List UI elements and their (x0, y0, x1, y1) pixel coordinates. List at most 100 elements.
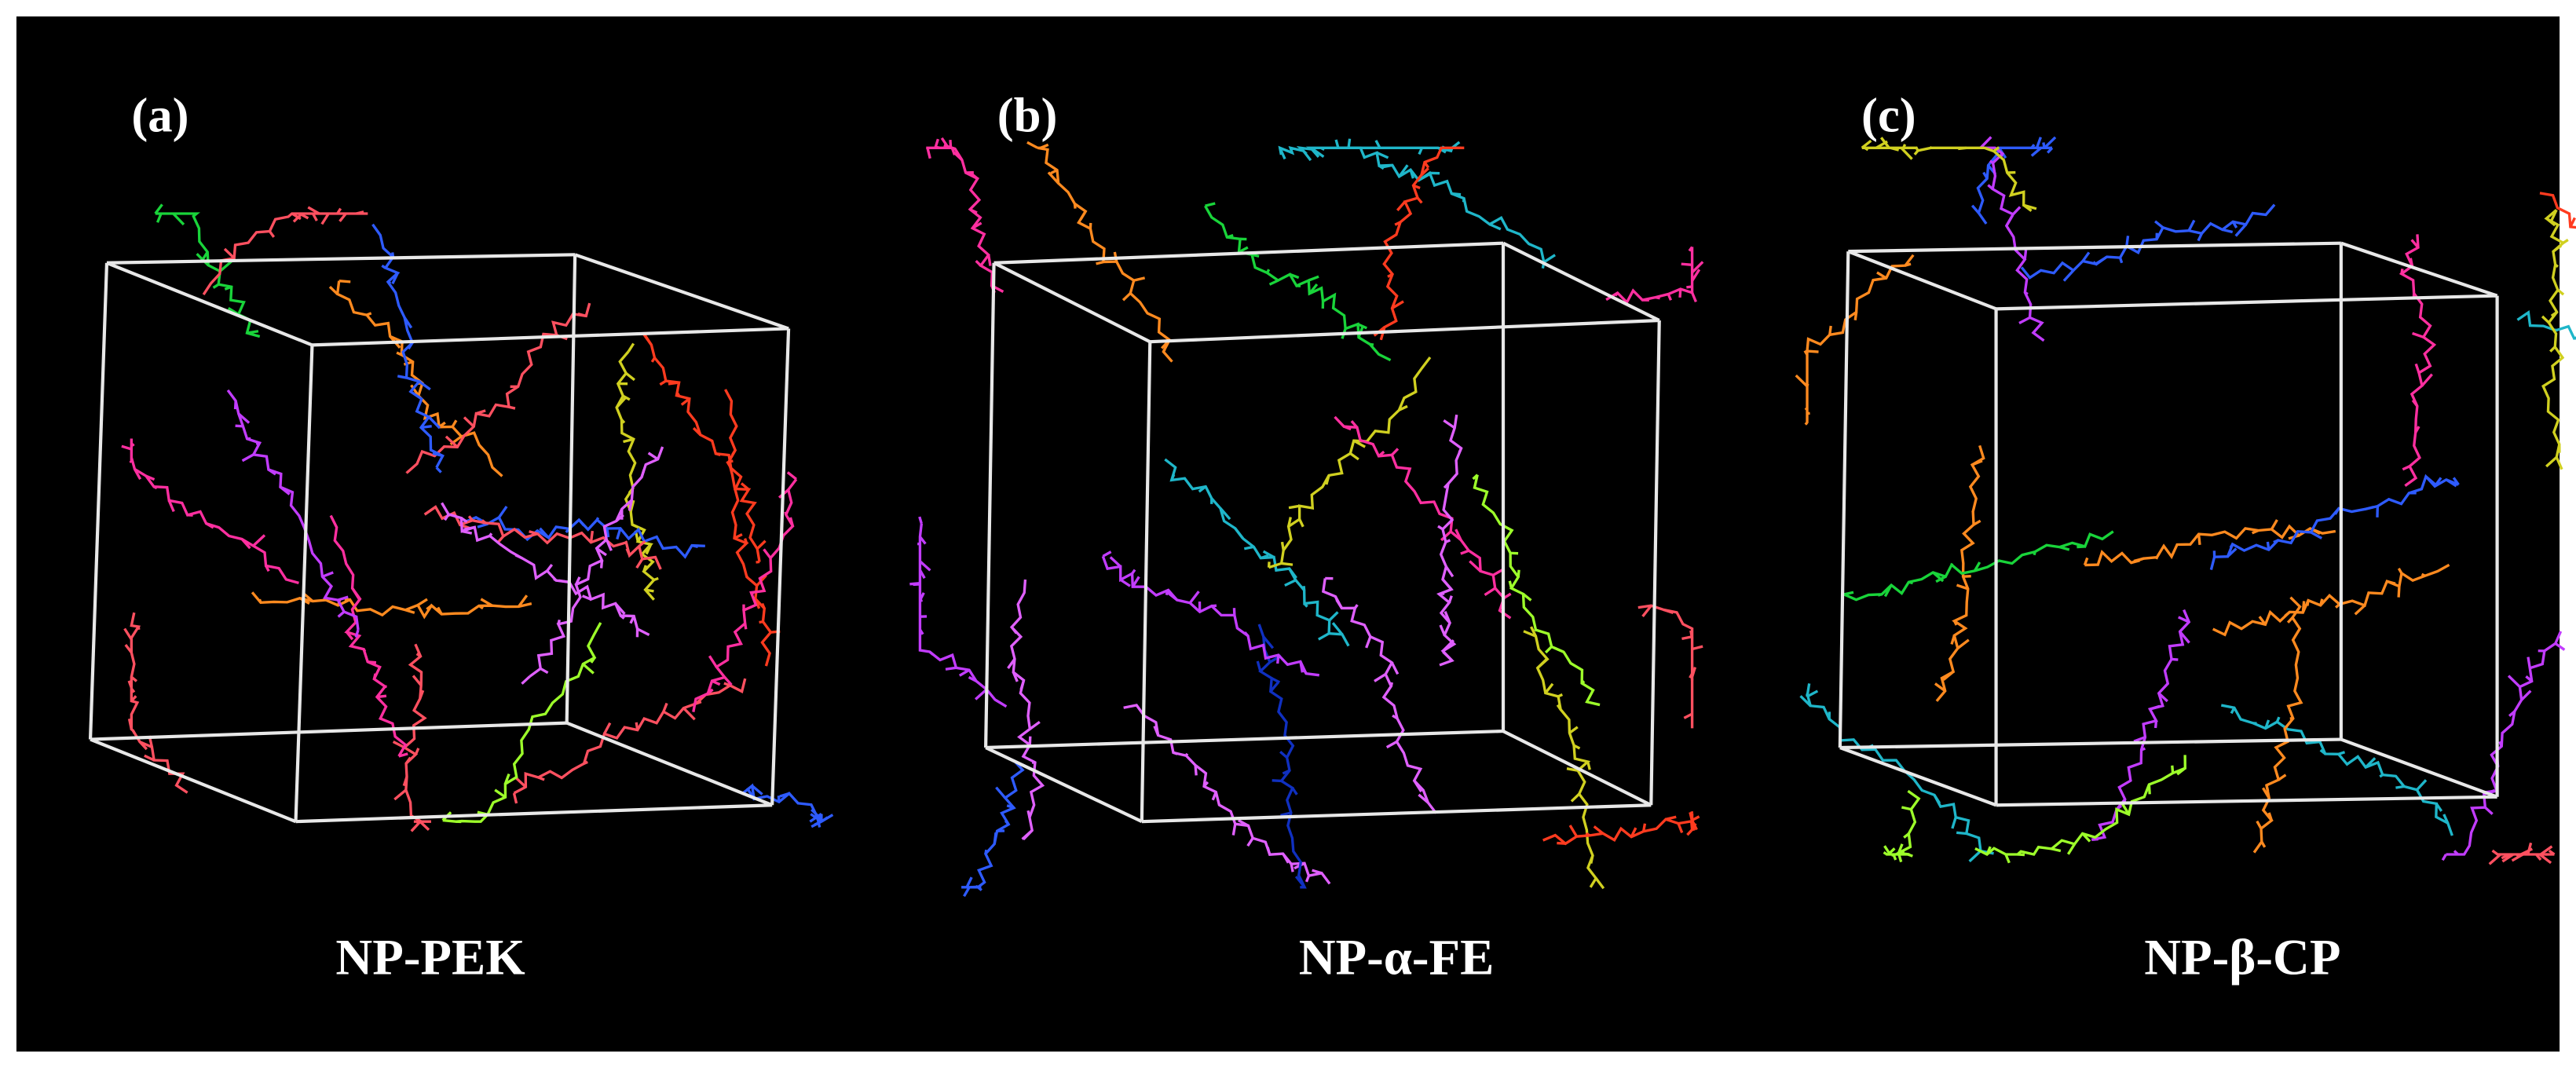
molecule-chain (441, 502, 650, 638)
backbone (1257, 624, 1307, 889)
branch (2187, 219, 2196, 232)
cube-edge (312, 327, 789, 347)
cube-edge (294, 345, 314, 822)
branch (2133, 736, 2146, 743)
cube-edge (984, 262, 996, 748)
branch (1026, 141, 1038, 149)
molecule-chain (1321, 576, 1437, 814)
cube-edge (770, 328, 791, 806)
molecule-chain (1979, 136, 2045, 342)
cube-edge (574, 253, 789, 331)
branch (223, 247, 236, 259)
branch (418, 380, 431, 391)
backbone (1523, 630, 1598, 888)
branch (647, 452, 659, 461)
branch (1594, 877, 1605, 890)
backbone (961, 759, 1025, 889)
backbone (1164, 458, 1350, 647)
branch (2545, 455, 2558, 468)
branch (338, 280, 351, 283)
backbone (1473, 474, 1601, 707)
branch (995, 786, 1007, 799)
molecule-chain (1337, 146, 1556, 269)
branch (1460, 549, 1469, 555)
cube-edge (1996, 294, 2497, 311)
branch (1376, 151, 1389, 159)
backbone (371, 223, 445, 469)
branch (1641, 605, 1652, 617)
panel-name: NP-α-FE (1299, 930, 1495, 986)
branch (354, 629, 360, 638)
branch (2541, 315, 2550, 324)
branch (926, 147, 931, 159)
branch (445, 435, 459, 448)
branch (1357, 323, 1368, 330)
panel-name: NP-PEK (335, 930, 525, 986)
branch (2507, 675, 2521, 688)
branch (627, 342, 635, 353)
branch (1331, 622, 1344, 635)
branch (2414, 363, 2420, 374)
branch (1262, 635, 1275, 649)
branch (405, 471, 408, 474)
branch (2035, 137, 2042, 148)
branch (662, 702, 668, 712)
branch (1568, 726, 1579, 734)
panel-name: NP-β-CP (2144, 930, 2340, 986)
branch (2081, 251, 2091, 262)
branch (1806, 349, 1819, 353)
branch (2412, 331, 2424, 338)
molecule-chain (405, 302, 591, 474)
branch (918, 516, 923, 525)
branch (1268, 279, 1279, 286)
branch (1284, 579, 1297, 587)
branch (2011, 206, 2022, 216)
branch (1279, 751, 1288, 759)
branch (1683, 712, 1693, 719)
backbone (1843, 530, 2114, 602)
branch (708, 655, 718, 668)
molecule-chain (2252, 596, 2303, 854)
branch (1469, 560, 1482, 572)
molecule-chain (1026, 141, 1173, 363)
cube-edge (1839, 746, 1997, 807)
molecule-chain (1256, 624, 1307, 889)
branch (963, 887, 971, 898)
branch (154, 203, 163, 215)
branch (1385, 741, 1398, 749)
backbone (1542, 813, 1694, 846)
branch (219, 260, 232, 272)
panel-label: (b) (997, 87, 1058, 142)
branch (1503, 592, 1512, 599)
branch (1347, 138, 1352, 148)
branch (949, 140, 953, 148)
molecule-chain (1605, 246, 1704, 305)
branch (1484, 587, 1496, 597)
branch (987, 254, 992, 266)
branch (514, 777, 527, 788)
cube-edge (1848, 241, 2341, 254)
branch (1883, 845, 1891, 855)
branch (625, 372, 635, 382)
molecule-chain (2020, 203, 2276, 282)
branch (321, 571, 334, 578)
backbone (1806, 254, 1915, 423)
molecule-chain (121, 438, 299, 585)
branch (2527, 842, 2533, 855)
branch (1440, 530, 1452, 542)
branch (417, 598, 428, 606)
cube-edge (1150, 318, 1659, 344)
branch (392, 741, 405, 749)
molecule-chain (1164, 458, 1350, 647)
backbone (1204, 205, 1392, 362)
molecule-chain (1472, 474, 1601, 707)
branch (1205, 202, 1216, 207)
branch (2234, 223, 2247, 237)
branch (1246, 837, 1254, 847)
branch (1047, 171, 1059, 185)
molecule-chain (1267, 357, 1432, 569)
branch (2062, 269, 2075, 282)
branch (751, 785, 763, 796)
branch (1489, 223, 1502, 231)
branch (1288, 504, 1300, 510)
